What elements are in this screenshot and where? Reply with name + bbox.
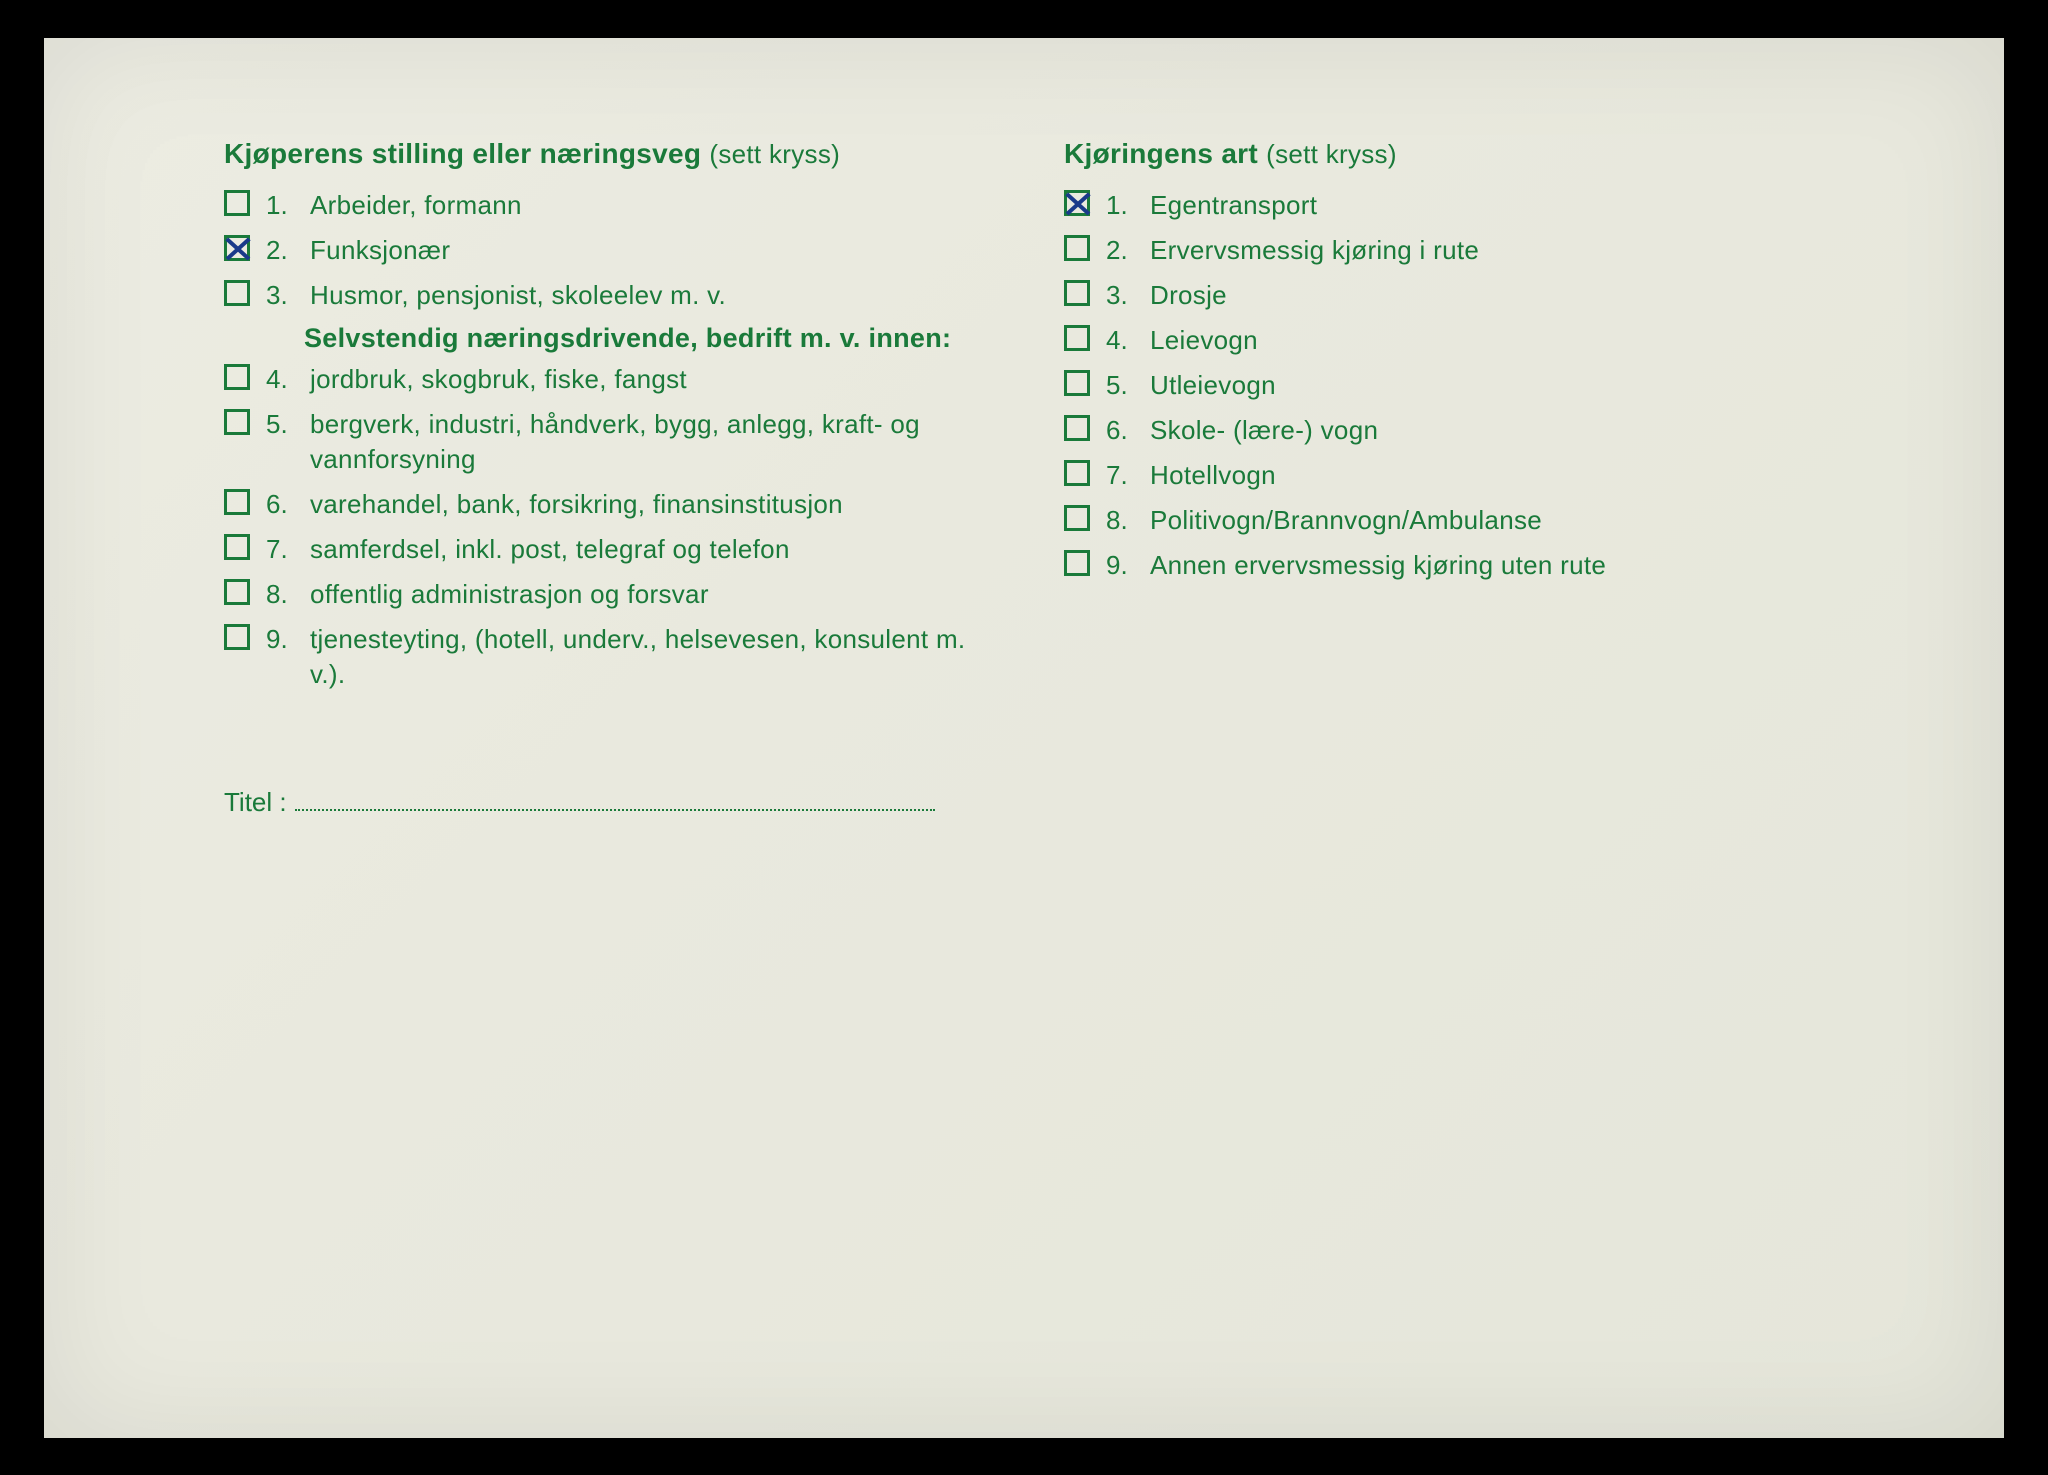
right-item: 4. Leievogn bbox=[1064, 323, 1874, 358]
item-number: 3. bbox=[1106, 278, 1134, 313]
checkbox[interactable] bbox=[1064, 460, 1090, 486]
left-bottom-item: 7. samferdsel, inkl. post, telegraf og te… bbox=[224, 532, 1004, 567]
item-number: 6. bbox=[1106, 413, 1134, 448]
item-label: Skole- (lære-) vogn bbox=[1150, 413, 1874, 448]
left-items-bottom: 4. jordbruk, skogbruk, fiske, fangst 5. ber… bbox=[224, 362, 1004, 693]
left-column: Kjøperens stilling eller næringsveg (set… bbox=[224, 138, 1004, 819]
left-bottom-item: 8. offentlig administrasjon og forsvar bbox=[224, 577, 1004, 612]
item-number: 7. bbox=[1106, 458, 1134, 493]
right-title-bold: Kjøringens art bbox=[1064, 138, 1258, 169]
checkbox[interactable] bbox=[1064, 235, 1090, 261]
item-label: samferdsel, inkl. post, telegraf og tele… bbox=[310, 532, 1004, 567]
checkbox[interactable] bbox=[1064, 415, 1090, 441]
item-label: Politivogn/Brannvogn/Ambulanse bbox=[1150, 503, 1874, 538]
titel-input-line[interactable] bbox=[295, 783, 935, 812]
item-number: 1. bbox=[1106, 188, 1134, 223]
right-item: 7. Hotellvogn bbox=[1064, 458, 1874, 493]
right-item: 3. Drosje bbox=[1064, 278, 1874, 313]
item-label: Utleievogn bbox=[1150, 368, 1874, 403]
checkbox[interactable] bbox=[224, 579, 250, 605]
item-number: 5. bbox=[1106, 368, 1134, 403]
right-item: 8. Politivogn/Brannvogn/Ambulanse bbox=[1064, 503, 1874, 538]
left-subheading: Selvstendig næringsdrivende, bedrift m. … bbox=[304, 323, 1004, 354]
item-label: Ervervsmessig kjøring i rute bbox=[1150, 233, 1874, 268]
checkbox[interactable] bbox=[1064, 280, 1090, 306]
left-bottom-item: 6. varehandel, bank, forsikring, finansin… bbox=[224, 487, 1004, 522]
right-column: Kjøringens art (sett kryss) 1. Egentransp… bbox=[1064, 138, 1874, 819]
right-title-hint: (sett kryss) bbox=[1266, 139, 1397, 169]
checkbox[interactable] bbox=[224, 364, 250, 390]
left-top-item: 2. Funksjonær bbox=[224, 233, 1004, 268]
item-number: 9. bbox=[1106, 548, 1134, 583]
left-bottom-item: 5. bergverk, industri, håndverk, bygg, an… bbox=[224, 407, 1004, 477]
item-label: Leievogn bbox=[1150, 323, 1874, 358]
item-label: Hotellvogn bbox=[1150, 458, 1874, 493]
item-number: 2. bbox=[266, 233, 294, 268]
item-label: Annen ervervsmessig kjøring uten rute bbox=[1150, 548, 1874, 583]
item-number: 4. bbox=[1106, 323, 1134, 358]
item-number: 1. bbox=[266, 188, 294, 223]
left-top-item: 3. Husmor, pensjonist, skoleelev m. v. bbox=[224, 278, 1004, 313]
left-title-hint: (sett kryss) bbox=[709, 139, 840, 169]
checkbox[interactable] bbox=[224, 409, 250, 435]
checkbox[interactable] bbox=[1064, 370, 1090, 396]
item-number: 8. bbox=[266, 577, 294, 612]
right-item: 6. Skole- (lære-) vogn bbox=[1064, 413, 1874, 448]
left-top-item: 1. Arbeider, formann bbox=[224, 188, 1004, 223]
item-label: varehandel, bank, forsikring, finansinst… bbox=[310, 487, 1004, 522]
checkbox[interactable] bbox=[1064, 190, 1090, 216]
item-number: 6. bbox=[266, 487, 294, 522]
item-label: Drosje bbox=[1150, 278, 1874, 313]
item-number: 2. bbox=[1106, 233, 1134, 268]
checkbox[interactable] bbox=[1064, 325, 1090, 351]
titel-row: Titel : bbox=[224, 783, 1004, 819]
checkbox[interactable] bbox=[224, 534, 250, 560]
item-label: offentlig administrasjon og forsvar bbox=[310, 577, 1004, 612]
item-number: 4. bbox=[266, 362, 294, 397]
left-items-top: 1. Arbeider, formann 2. Funksjonær 3. Husmor,… bbox=[224, 188, 1004, 313]
checkbox[interactable] bbox=[224, 280, 250, 306]
left-bottom-item: 9. tjenesteyting, (hotell, underv., helse… bbox=[224, 622, 1004, 692]
item-label: Egentransport bbox=[1150, 188, 1874, 223]
form-paper: Kjøperens stilling eller næringsveg (set… bbox=[44, 38, 2004, 1438]
right-item: 1. Egentransport bbox=[1064, 188, 1874, 223]
item-number: 9. bbox=[266, 622, 294, 657]
titel-label: Titel : bbox=[224, 787, 287, 818]
item-label: Husmor, pensjonist, skoleelev m. v. bbox=[310, 278, 1004, 313]
right-item: 2. Ervervsmessig kjøring i rute bbox=[1064, 233, 1874, 268]
right-section-title: Kjøringens art (sett kryss) bbox=[1064, 138, 1874, 170]
item-label: jordbruk, skogbruk, fiske, fangst bbox=[310, 362, 1004, 397]
checkbox[interactable] bbox=[224, 624, 250, 650]
item-number: 3. bbox=[266, 278, 294, 313]
item-label: bergverk, industri, håndverk, bygg, anle… bbox=[310, 407, 1004, 477]
item-label: Funksjonær bbox=[310, 233, 1004, 268]
checkbox[interactable] bbox=[1064, 505, 1090, 531]
checkbox[interactable] bbox=[224, 489, 250, 515]
right-items: 1. Egentransport 2. Ervervsmessig kjøring i… bbox=[1064, 188, 1874, 584]
checkbox[interactable] bbox=[224, 235, 250, 261]
left-bottom-item: 4. jordbruk, skogbruk, fiske, fangst bbox=[224, 362, 1004, 397]
right-item: 9. Annen ervervsmessig kjøring uten rute bbox=[1064, 548, 1874, 583]
item-number: 7. bbox=[266, 532, 294, 567]
left-section-title: Kjøperens stilling eller næringsveg (set… bbox=[224, 138, 1004, 170]
right-item: 5. Utleievogn bbox=[1064, 368, 1874, 403]
left-title-bold: Kjøperens stilling eller næringsveg bbox=[224, 138, 701, 169]
checkbox[interactable] bbox=[224, 190, 250, 216]
item-label: Arbeider, formann bbox=[310, 188, 1004, 223]
columns: Kjøperens stilling eller næringsveg (set… bbox=[224, 138, 1874, 819]
item-label: tjenesteyting, (hotell, underv., helseve… bbox=[310, 622, 1004, 692]
item-number: 5. bbox=[266, 407, 294, 442]
item-number: 8. bbox=[1106, 503, 1134, 538]
checkbox[interactable] bbox=[1064, 550, 1090, 576]
